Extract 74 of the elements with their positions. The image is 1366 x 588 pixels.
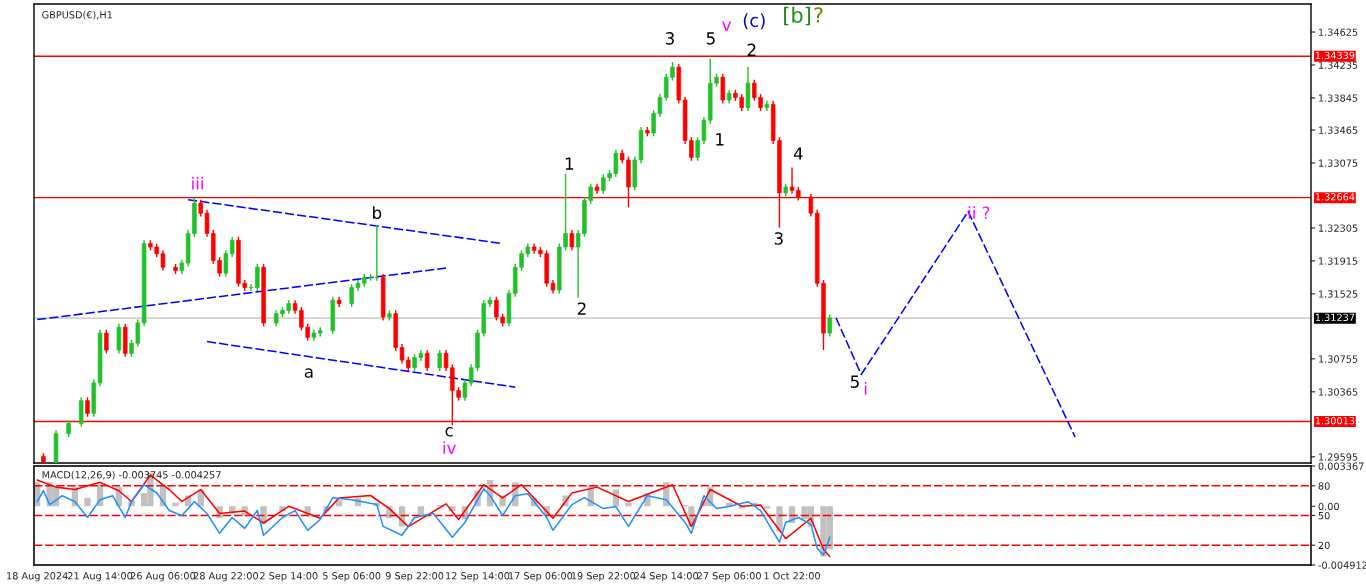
y-tick-label: 1.30365	[1319, 388, 1358, 396]
x-tick-label: 1 Oct 22:00	[764, 572, 820, 580]
annotation: iii	[192, 176, 203, 190]
annotation: ?	[814, 7, 823, 23]
candlestick	[569, 229, 575, 252]
x-tick-label: 2 Sep 14:00	[260, 572, 318, 582]
ref-line-label: 1.30013	[1315, 417, 1355, 425]
annotation: i	[864, 381, 867, 395]
x-tick-label: 12 Sep 14:00	[446, 572, 510, 582]
y-tick-label: 1.29595	[1319, 453, 1358, 461]
annotation: 1	[716, 133, 724, 146]
chart-title: MACD(12,26,9) -0.003745 -0.004257	[42, 470, 221, 480]
y-tick-label: 1.31915	[1319, 257, 1358, 265]
y-tick-label: 1.34235	[1319, 61, 1358, 69]
bar	[417, 506, 425, 516]
candlestick	[229, 236, 235, 258]
x-tick-label: 24 Sep 14:00	[634, 572, 699, 582]
candlestick	[462, 378, 468, 402]
y2-tick-label: 20	[1318, 541, 1330, 550]
y-tick-label: 0.003367	[1318, 462, 1364, 470]
y-tick-label: 1.30755	[1319, 355, 1358, 363]
x-tick-label: 5 Sep 06:00	[323, 572, 381, 582]
y-tick-label: 1.34625	[1319, 28, 1358, 36]
x-tick-label: 21 Aug 14:00	[67, 572, 133, 582]
bar	[172, 502, 179, 507]
candlestick	[827, 313, 832, 338]
bar	[84, 497, 91, 507]
y-tick-label: 0.00	[1318, 502, 1339, 511]
candlestick	[437, 349, 442, 372]
candlestick	[720, 73, 726, 105]
y-tick-label: -0.004912	[1318, 561, 1366, 569]
candlestick	[104, 329, 109, 355]
annotation: [b]	[784, 6, 810, 26]
candlestick	[424, 349, 430, 372]
y-tick-label: 1.31525	[1319, 290, 1358, 298]
annotation: 4	[793, 147, 803, 160]
annotation: (c)	[743, 13, 765, 30]
candlestick	[223, 249, 229, 278]
candlestick	[116, 323, 122, 355]
y-tick-label: 1.33465	[1319, 126, 1358, 134]
y-tick-label: 1.32305	[1319, 224, 1358, 232]
bar	[625, 502, 632, 507]
annotation: c	[445, 427, 453, 437]
annotation: 2	[577, 302, 586, 315]
annotation: 5	[850, 375, 859, 388]
annotation: iv	[443, 441, 456, 454]
y-tick-label: 1.33075	[1319, 159, 1358, 167]
annotation: ii ?	[968, 206, 990, 219]
x-tick-label: 9 Sep 22:00	[385, 572, 444, 582]
annotation: v	[722, 21, 732, 31]
x-tick-label: 26 Aug 06:00	[130, 572, 196, 582]
x-tick-label: 17 Sep 06:00	[509, 572, 573, 582]
ref-line-label: 1.31237	[1315, 313, 1355, 321]
annotation: 5	[706, 32, 715, 45]
y2-tick-label: 50	[1318, 511, 1330, 520]
ref-line-label: 1.32664	[1315, 193, 1355, 201]
annotation: a	[304, 368, 313, 378]
annotation: 3	[665, 32, 674, 45]
candlestick	[255, 263, 260, 292]
x-tick-label: 28 Aug 22:00	[193, 572, 258, 582]
ref-line-label: 1.34339	[1315, 51, 1355, 60]
x-tick-label: 27 Sep 06:00	[697, 572, 761, 582]
x-tick-label: 18 Aug 2024	[7, 572, 68, 582]
x-tick-label: 19 Sep 22:00	[571, 572, 636, 582]
annotation: 1	[565, 157, 574, 170]
annotation: 3	[774, 232, 783, 245]
annotation: b	[373, 206, 382, 220]
bar	[763, 506, 770, 509]
candlestick	[85, 396, 90, 418]
y2-tick-label: 80	[1318, 482, 1330, 490]
text: GBPUSD(€),H1	[42, 10, 112, 20]
candlestick	[78, 396, 84, 428]
annotation: 2	[747, 43, 756, 56]
y-tick-label: 1.33845	[1319, 94, 1358, 102]
